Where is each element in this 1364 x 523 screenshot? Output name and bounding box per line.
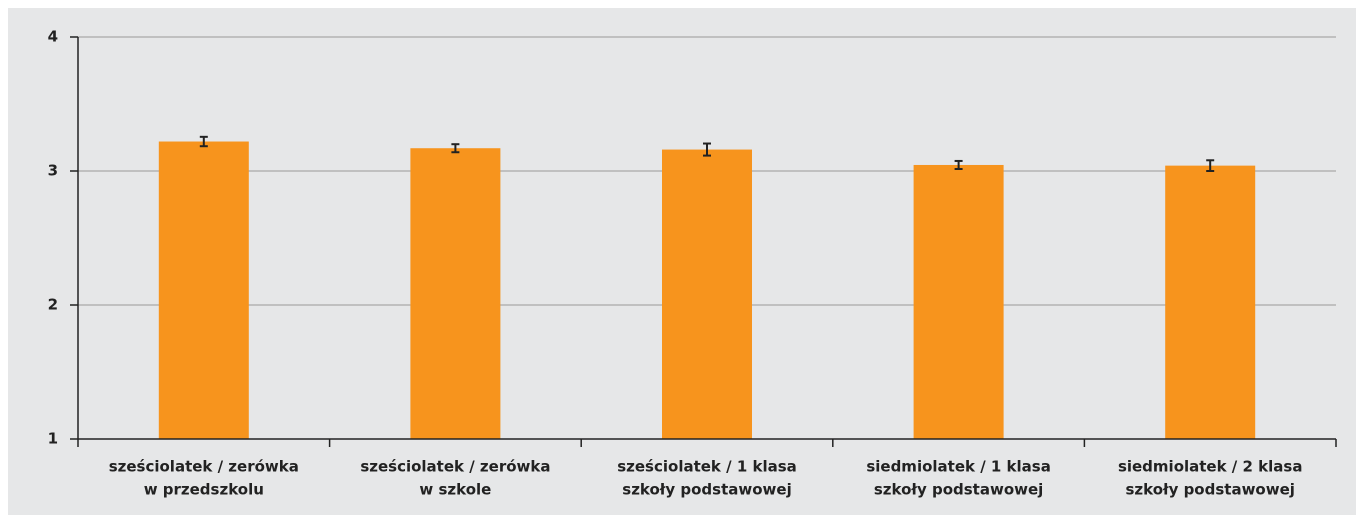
x-tick-label: siedmiolatek / 2 klasa	[1118, 458, 1303, 476]
y-tick-label: 2	[48, 296, 58, 314]
x-tick-label: szkoły podstawowej	[622, 481, 791, 499]
error-bar	[199, 135, 208, 148]
bar	[1165, 165, 1256, 439]
x-tick-label: siedmiolatek / 1 klasa	[866, 458, 1051, 476]
bar	[913, 164, 1004, 439]
bar	[158, 141, 249, 439]
x-tick-label: szkoły podstawowej	[874, 481, 1043, 499]
y-tick-label: 4	[48, 28, 58, 46]
error-bar	[1206, 159, 1215, 172]
error-bar	[954, 159, 963, 170]
x-tick-label: w przedszkolu	[144, 481, 264, 499]
x-tick-label: sześciolatek / 1 klasa	[617, 458, 797, 476]
error-bar	[703, 142, 711, 157]
y-tick-label: 1	[48, 430, 58, 448]
bar	[410, 148, 501, 439]
x-tick-label: sześciolatek / zerówka	[360, 458, 550, 476]
x-tick-label: szkoły podstawowej	[1125, 481, 1294, 499]
bar	[662, 149, 752, 439]
y-tick-label: 3	[48, 162, 58, 180]
error-bar	[451, 143, 460, 154]
x-tick-label: w szkole	[419, 481, 491, 499]
x-tick-label: sześciolatek / zerówka	[109, 458, 299, 476]
